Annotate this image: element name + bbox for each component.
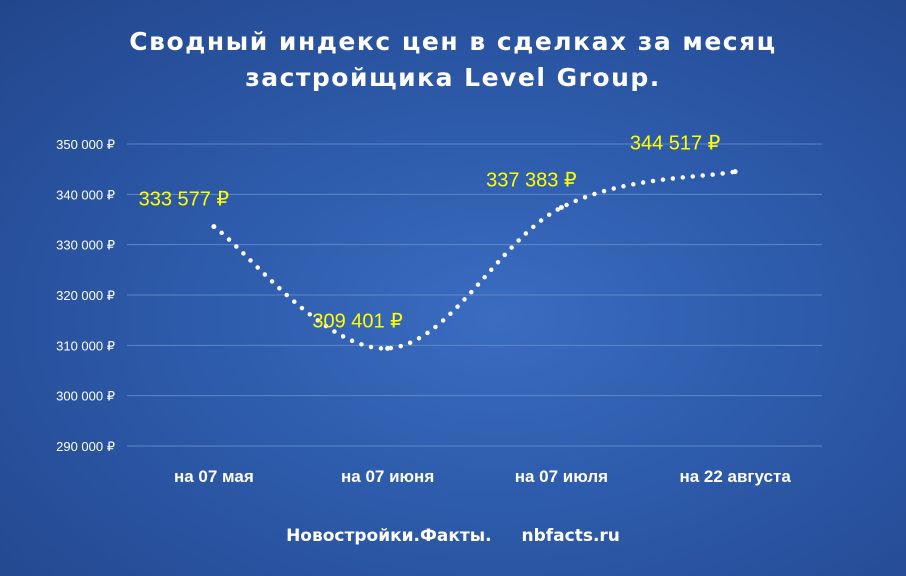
data-label: 309 401 ₽ bbox=[312, 310, 403, 332]
y-tick-label: 310 000 ₽ bbox=[56, 338, 115, 353]
chart-title-line-2: застройщика Level Group. bbox=[245, 63, 661, 92]
y-tick-label: 330 000 ₽ bbox=[56, 238, 115, 253]
footer-brand: Новостройки.Факты. bbox=[286, 526, 492, 546]
y-tick-label: 320 000 ₽ bbox=[56, 288, 115, 303]
data-point bbox=[558, 205, 564, 211]
x-tick-label: на 07 мая bbox=[174, 467, 254, 486]
data-label: 344 517 ₽ bbox=[630, 133, 721, 155]
chart-title-line-1: Сводный индекс цен в сделках за месяц bbox=[129, 27, 777, 56]
x-tick-label: на 07 июля bbox=[515, 467, 608, 486]
y-tick-label: 290 000 ₽ bbox=[56, 439, 115, 454]
series-line bbox=[211, 169, 738, 351]
y-tick-label: 300 000 ₽ bbox=[56, 389, 115, 404]
data-label: 333 577 ₽ bbox=[139, 189, 230, 211]
data-label: 337 383 ₽ bbox=[486, 170, 577, 192]
x-tick-label: на 07 июня bbox=[341, 467, 434, 486]
y-tick-label: 350 000 ₽ bbox=[56, 137, 115, 152]
data-point bbox=[732, 169, 738, 175]
data-point bbox=[385, 345, 391, 351]
x-tick-label: на 22 августа bbox=[679, 467, 791, 486]
data-point bbox=[211, 224, 217, 230]
y-tick-label: 340 000 ₽ bbox=[56, 187, 115, 202]
footer-site: nbfacts.ru bbox=[521, 526, 620, 546]
footer: Новостройки.Факты. nbfacts.ru bbox=[0, 526, 906, 546]
